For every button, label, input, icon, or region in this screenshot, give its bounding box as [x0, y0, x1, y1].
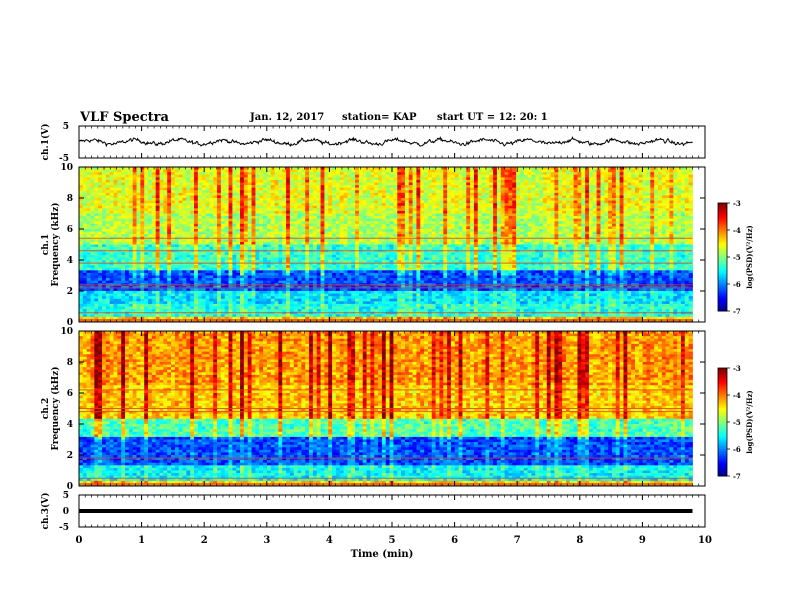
ch1-waveform-line — [79, 137, 693, 146]
x-tick-label: 3 — [263, 535, 270, 546]
ch3-ytick-label: -5 — [59, 523, 69, 533]
ch1-spectrogram-y-axis-label-channel: ch.1 — [41, 234, 51, 255]
x-tick-label: 10 — [698, 535, 712, 546]
ch1-spectrogram-ytick-label: 8 — [67, 194, 73, 204]
ch1-spectrogram-y-axis-label-frequency: Frequency (kHz) — [50, 202, 61, 286]
ch1-spectrogram-colorbar-tick-label: -4 — [733, 226, 741, 235]
x-tick-label: 0 — [76, 535, 83, 546]
ch2-spectrogram-ytick-label: 4 — [67, 420, 73, 430]
ch2-spectrogram-colorbar-tick-label: -6 — [733, 445, 741, 454]
ch2-spectrogram-y-axis-label-channel: ch.2 — [41, 398, 51, 419]
x-tick-label: 4 — [326, 535, 333, 546]
ch1-spectrogram-ytick-label: 6 — [67, 225, 73, 235]
ch2-spectrogram-y-axis-label-frequency: Frequency (kHz) — [50, 366, 61, 450]
x-tick-label: 8 — [576, 535, 583, 546]
x-axis-label: Time (min) — [351, 549, 414, 560]
x-tick-label: 5 — [389, 535, 396, 546]
ch2-spectrogram-colorbar-label: log(PSD)(V²/Hz) — [745, 390, 754, 454]
ch1-spectrogram-ytick-label: 10 — [60, 163, 73, 173]
ch3-ytick-label: 0 — [63, 507, 69, 517]
ch1-spectrogram-ytick-label: 2 — [67, 287, 73, 297]
ch2-spectrogram-colorbar-tick-label: -7 — [733, 472, 741, 481]
ch3-y-axis-label: ch.3(V) — [40, 493, 51, 530]
ch1-y-axis-label: ch.1(V) — [40, 124, 51, 161]
ch2-spectrogram-ytick-label: 10 — [60, 327, 73, 337]
ch1-spectrogram-colorbar-tick-label: -5 — [733, 253, 741, 262]
ch1-spectrogram-image — [79, 167, 693, 322]
ch3-ytick-label: 5 — [63, 491, 69, 501]
ch1-spectrogram-colorbar-label: log(PSD)(V²/Hz) — [745, 225, 754, 289]
x-tick-label: 1 — [138, 535, 145, 546]
ch1-ytick-label: 5 — [63, 122, 69, 132]
ch1-spectrogram-colorbar-tick-label: -6 — [733, 280, 741, 289]
x-tick-label: 7 — [514, 535, 521, 546]
ch2-spectrogram-colorbar-tick-label: -5 — [733, 418, 741, 427]
ch2-spectrogram-colorbar — [718, 368, 727, 477]
x-tick-label: 6 — [451, 535, 458, 546]
x-tick-label: 2 — [201, 535, 208, 546]
ch2-spectrogram-colorbar-tick-label: -4 — [733, 391, 741, 400]
ch1-spectrogram-colorbar-tick-label: -3 — [733, 199, 741, 208]
ch1-spectrogram-colorbar — [718, 203, 727, 312]
ch2-spectrogram-ytick-label: 8 — [67, 358, 73, 368]
x-tick-label: 9 — [639, 535, 646, 546]
ch1-spectrogram-colorbar-tick-label: -7 — [733, 307, 741, 316]
ch2-spectrogram-ytick-label: 2 — [67, 451, 73, 461]
ch2-spectrogram-ytick-label: 6 — [67, 389, 73, 399]
vlf-spectra-figure: 5-5ch.1(V)0246810ch.1 Frequency (kHz) -3-4… — [0, 0, 792, 612]
ch2-spectrogram-colorbar-tick-label: -3 — [733, 364, 741, 373]
ch1-spectrogram-ytick-label: 4 — [67, 256, 73, 266]
